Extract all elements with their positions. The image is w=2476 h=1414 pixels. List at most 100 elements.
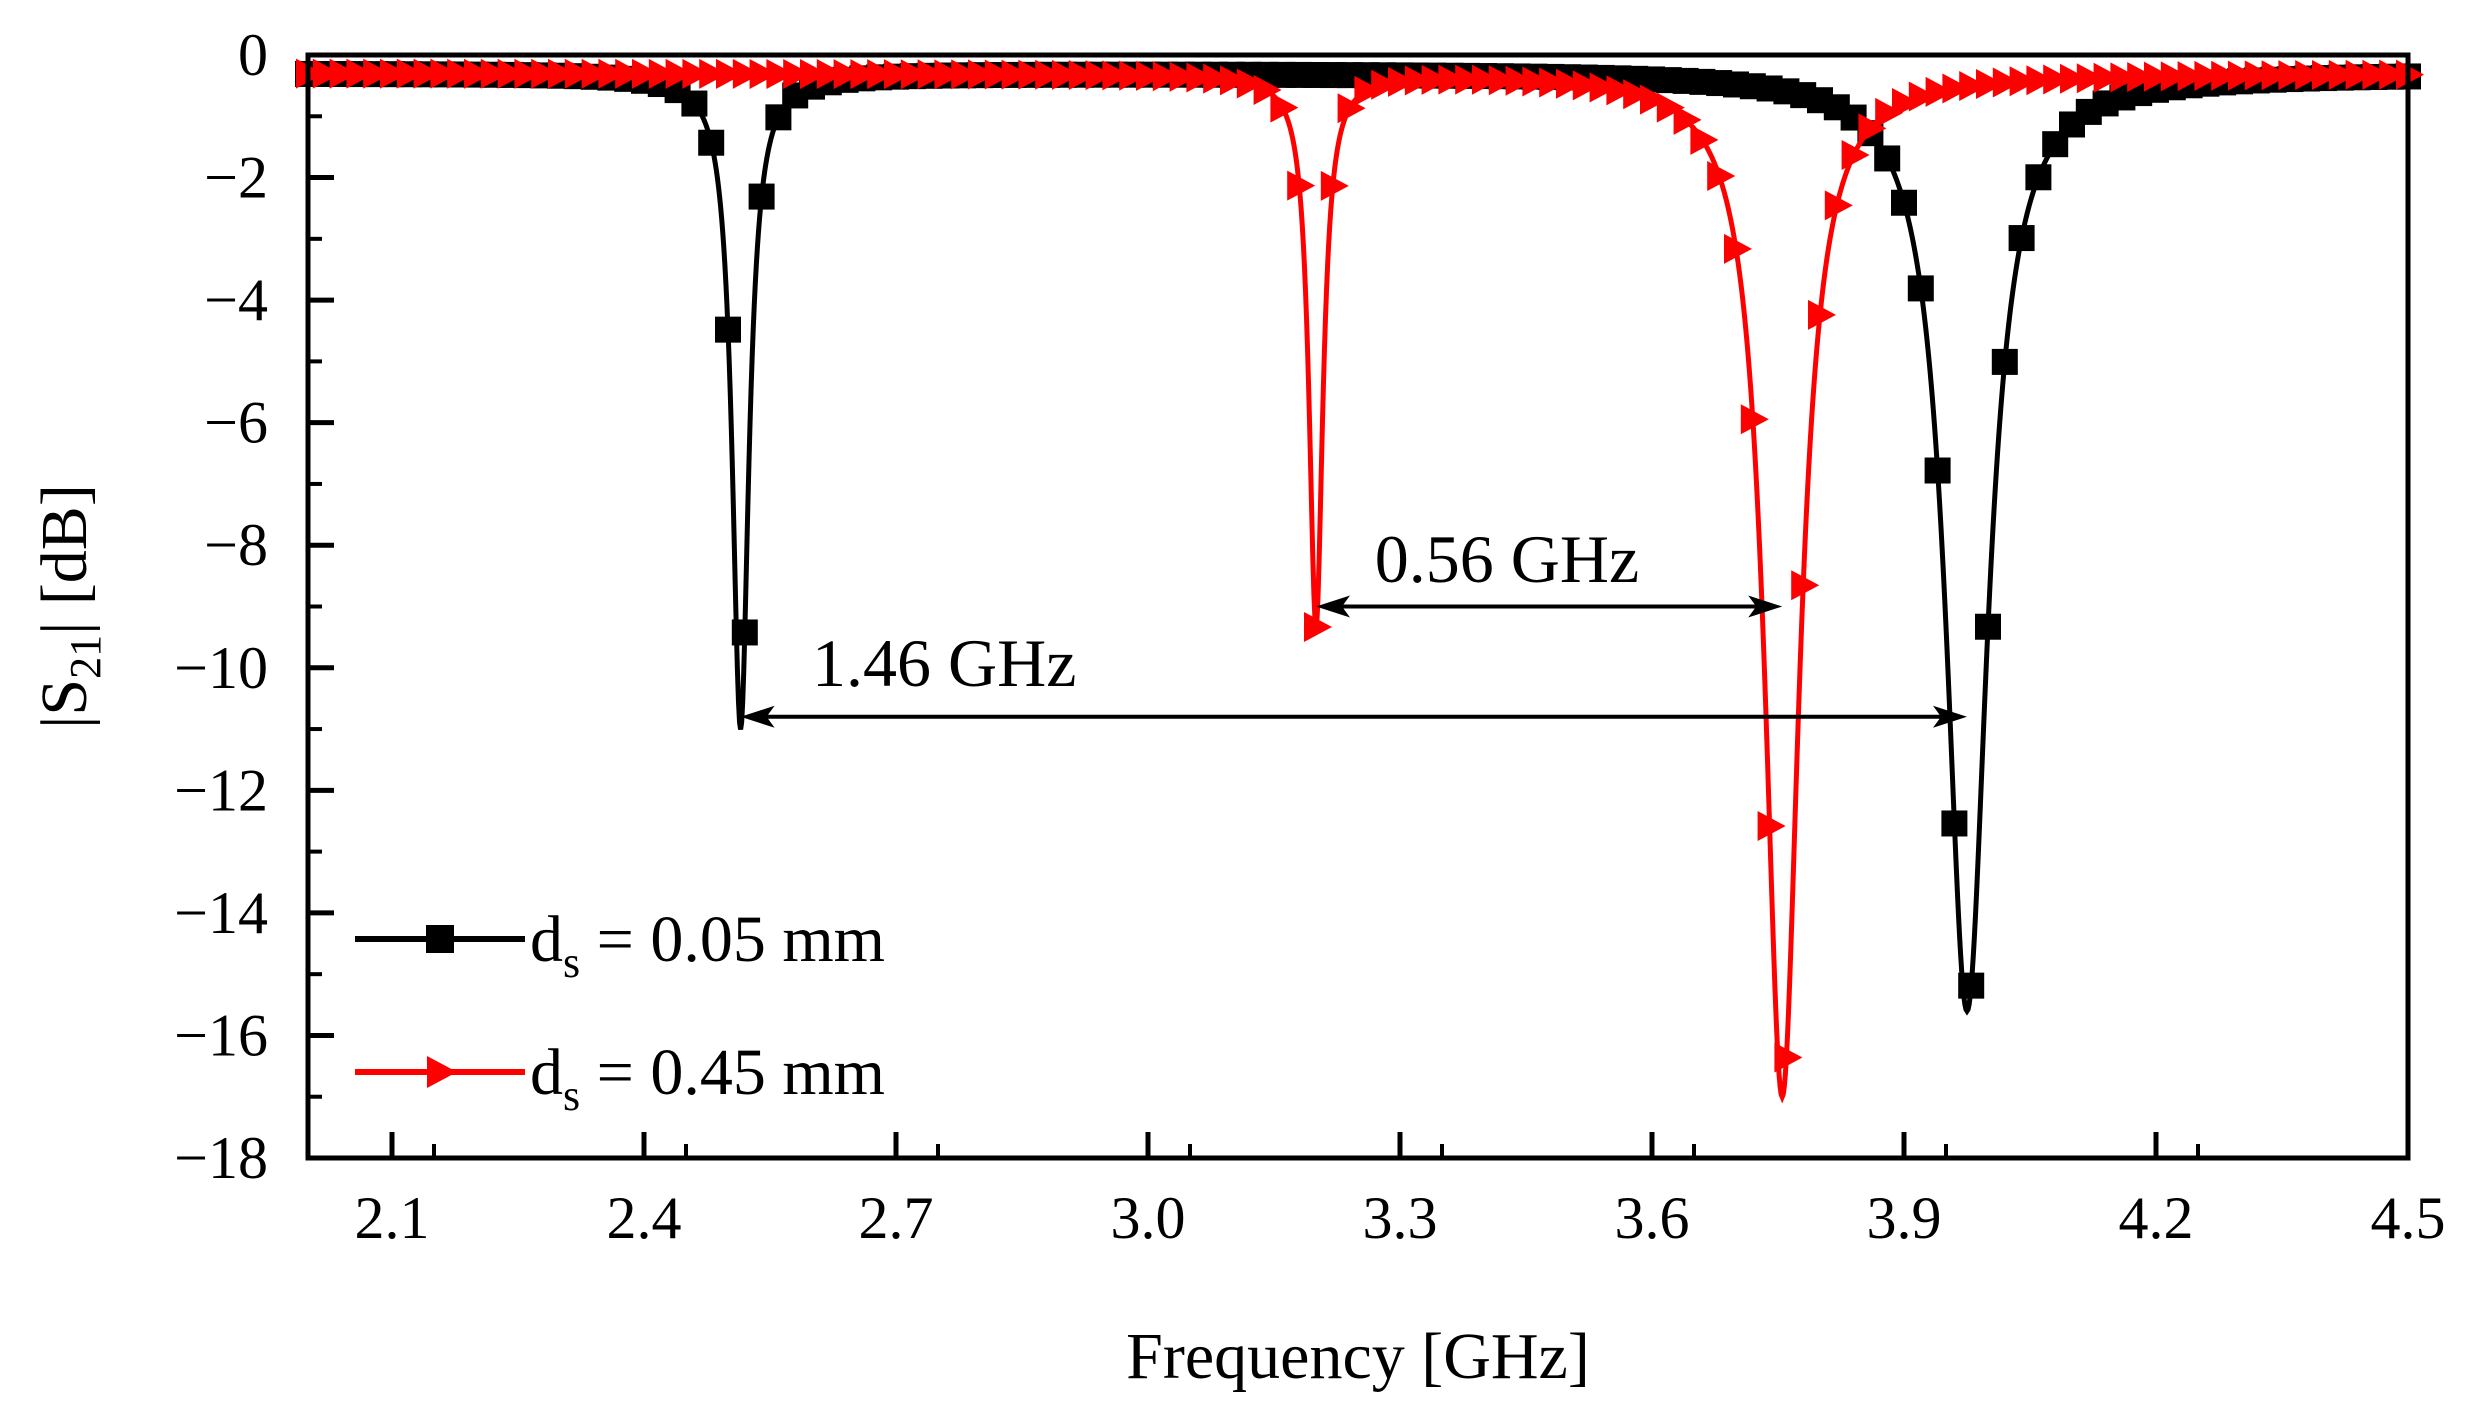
data-point xyxy=(1874,145,1901,172)
data-point xyxy=(1959,70,1988,101)
data-point xyxy=(1371,69,1400,100)
data-point xyxy=(884,59,912,90)
data-point xyxy=(1976,69,2004,100)
data-point xyxy=(430,58,459,89)
data-point xyxy=(1505,65,1534,96)
data-point xyxy=(1102,60,1131,91)
data-point xyxy=(783,58,812,89)
data-point xyxy=(2244,60,2273,91)
data-point xyxy=(1925,76,1954,107)
data-point xyxy=(632,58,660,89)
data-point xyxy=(2312,59,2340,90)
legend-marker-shape xyxy=(426,925,454,953)
data-point xyxy=(1404,65,1433,96)
data-point xyxy=(346,58,375,89)
data-point xyxy=(1824,190,1853,221)
data-point xyxy=(2261,60,2290,91)
y-tick-label: −14 xyxy=(174,880,268,946)
data-point xyxy=(1892,88,1920,119)
data-point xyxy=(1421,64,1450,95)
data-point xyxy=(1304,611,1332,642)
data-point xyxy=(312,58,341,89)
data-point xyxy=(1841,139,1870,170)
data-point xyxy=(1270,92,1299,123)
data-point xyxy=(800,59,828,90)
annotations: 0.56 GHz 1.46 GHz xyxy=(740,521,1967,728)
data-point xyxy=(464,58,492,89)
x-tick-label: 2.1 xyxy=(355,1185,430,1251)
annotation-arrowhead xyxy=(740,705,775,728)
data-point xyxy=(681,90,708,117)
data-point xyxy=(2295,60,2324,91)
data-point xyxy=(1924,457,1951,484)
data-point xyxy=(1942,73,1971,104)
data-point xyxy=(1606,75,1635,106)
x-axis-title: Frequency [GHz] xyxy=(1126,1320,1590,1393)
legend-marker-ds-005 xyxy=(426,925,454,953)
legend-marker-shape xyxy=(427,1056,457,1088)
annotation-arrowhead xyxy=(1316,595,1350,618)
x-tick-label: 2.4 xyxy=(607,1185,682,1251)
data-point xyxy=(1958,972,1985,999)
y-tick-label: −6 xyxy=(204,390,268,456)
y-tick-label: −18 xyxy=(174,1125,268,1191)
annotation-arrowhead xyxy=(1748,595,1783,618)
data-point xyxy=(2093,62,2122,93)
y-tick-label: −12 xyxy=(174,757,268,823)
data-point xyxy=(1388,66,1416,97)
annotation-label: 0.56 GHz xyxy=(1375,521,1639,597)
y-axis-title-rest: | [dB] xyxy=(28,484,101,635)
data-point xyxy=(1287,170,1316,201)
data-point xyxy=(1858,113,1887,144)
data-point xyxy=(984,59,1013,90)
data-point xyxy=(2160,61,2189,92)
data-point xyxy=(1808,299,1836,330)
data-point xyxy=(867,59,896,90)
data-point xyxy=(2008,225,2035,252)
legend-marker-ds-045 xyxy=(427,1056,457,1088)
data-point xyxy=(480,58,509,89)
data-point xyxy=(548,58,576,89)
legend-item-ds-005: ds = 0.05 mm xyxy=(355,903,885,987)
data-point xyxy=(917,59,946,90)
y-tick-label: −2 xyxy=(204,145,268,211)
data-point xyxy=(1791,570,1820,601)
data-point xyxy=(1085,60,1114,91)
annotation-delta-1-46: 1.46 GHz xyxy=(740,625,1967,728)
data-point xyxy=(413,58,442,89)
data-point xyxy=(1472,64,1500,95)
data-point xyxy=(1991,348,2018,375)
data-point xyxy=(1169,61,1198,92)
data-point xyxy=(1522,66,1551,97)
data-point xyxy=(2127,61,2156,92)
y-tick-label: −8 xyxy=(204,512,268,578)
data-point xyxy=(749,58,778,89)
data-point xyxy=(951,59,980,90)
data-point xyxy=(1556,68,1584,99)
data-point xyxy=(2328,59,2357,90)
data-point xyxy=(2076,63,2105,94)
data-point xyxy=(531,58,560,89)
data-point xyxy=(1640,84,1668,115)
data-point xyxy=(2228,60,2256,91)
y-axis-title-main: |S xyxy=(28,679,101,729)
data-point xyxy=(748,183,775,210)
data-point xyxy=(1539,67,1568,98)
legend-label-sub: s xyxy=(563,938,580,987)
data-point xyxy=(2043,64,2072,95)
legend-label-ds-045: ds = 0.45 mm xyxy=(530,1036,885,1120)
legend-label-sub: s xyxy=(563,1071,580,1120)
data-point xyxy=(665,58,694,89)
x-tick-labels: 2.1 2.4 2.7 3.0 3.3 3.6 3.9 4.2 4.5 xyxy=(355,1185,2446,1251)
data-point xyxy=(514,58,543,89)
data-point xyxy=(2194,60,2223,91)
data-point xyxy=(1875,97,1904,128)
data-point xyxy=(1707,160,1736,191)
data-point xyxy=(2379,59,2408,90)
data-point xyxy=(1908,81,1937,112)
data-point xyxy=(699,58,728,89)
data-point xyxy=(2177,61,2206,92)
data-point xyxy=(1673,104,1702,135)
